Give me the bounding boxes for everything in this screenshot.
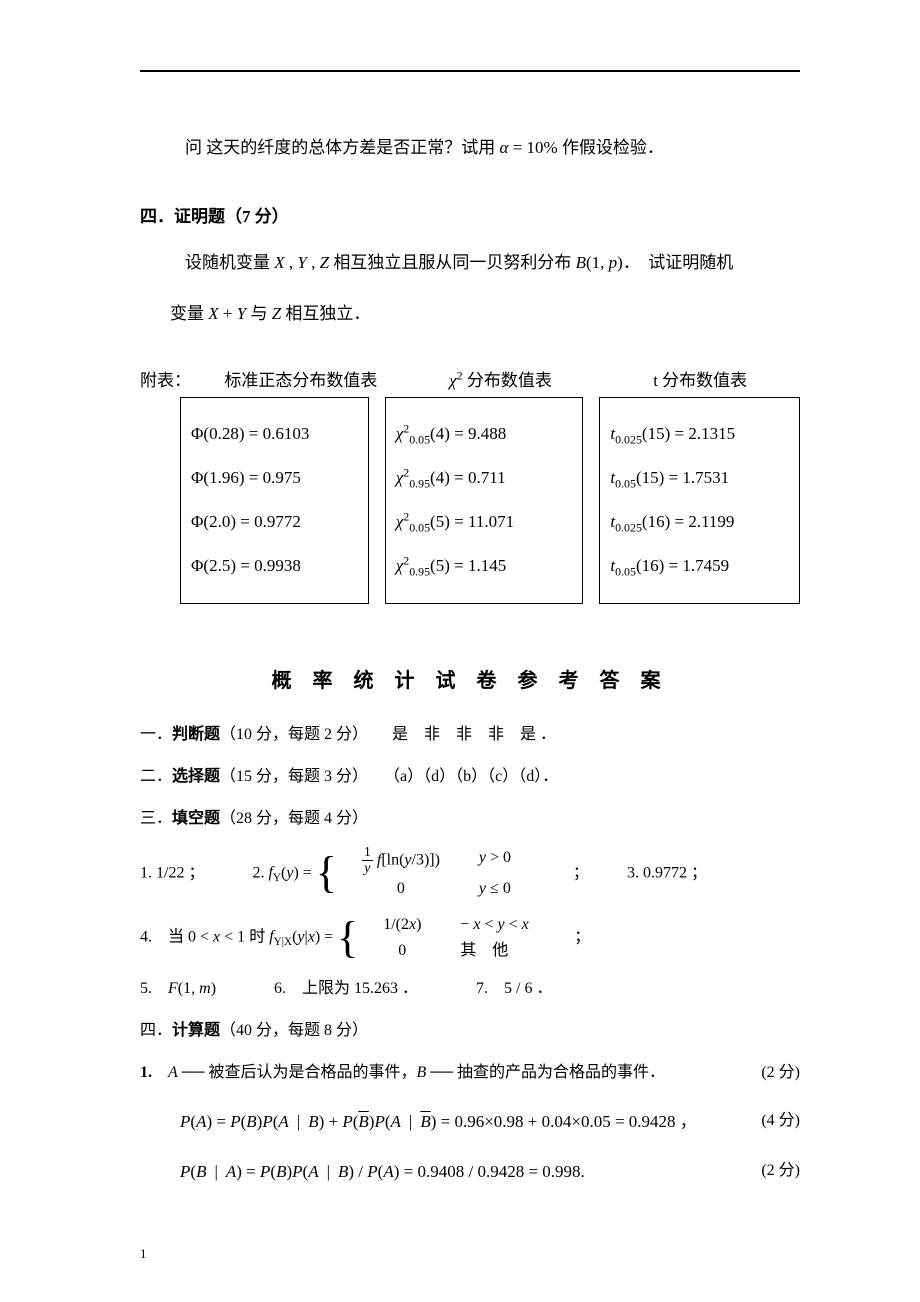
chi2-table: χ20.05(4) = 9.488 χ20.95(4) = 0.711 χ20.… bbox=[385, 397, 584, 604]
fill-4-tail: ； bbox=[574, 928, 590, 945]
section-4-title: 四．证明题（7 分） bbox=[140, 207, 289, 226]
t-row: t0.05(15) = 1.7531 bbox=[610, 456, 789, 500]
answers-judge: 一．判断题（10 分，每题 2 分） 是 非 非 非 是 ． bbox=[140, 719, 800, 751]
col-normal: 标准正态分布数值表 bbox=[191, 366, 401, 391]
section-4-line-2: 变量 X + Y 与 Z 相互独立． bbox=[140, 298, 800, 330]
fill-line-4: 4. 当 0 < x < 1 时 fY|X(y|x) = { 1/(2x) − … bbox=[140, 912, 800, 963]
normal-row: Φ(1.96) = 0.975 bbox=[191, 456, 358, 500]
t-table: t0.025(15) = 2.1315 t0.05(15) = 1.7531 t… bbox=[599, 397, 800, 604]
calc-1-line2: P(A) = P(B)P(A|B) + P(B)P(A|B) = 0.96×0.… bbox=[140, 1106, 800, 1138]
t-row: t0.025(15) = 2.1315 bbox=[610, 412, 789, 456]
fill-1: 1. 1/22 ； bbox=[140, 864, 204, 881]
section-4-heading: 四．证明题（7 分） bbox=[140, 202, 800, 227]
top-rule bbox=[140, 70, 800, 72]
fill-3: 3. 0.9772 ； bbox=[627, 864, 707, 881]
chi2-row: χ20.05(5) = 11.071 bbox=[396, 500, 573, 544]
fill-2-lead: 2. bbox=[252, 864, 268, 881]
chi2-row: χ20.95(5) = 1.145 bbox=[396, 544, 573, 588]
fill-7: 7. 5 / 6 ． bbox=[476, 980, 552, 997]
answers-fill-heading: 三．填空题（28 分，每题 4 分） bbox=[140, 803, 800, 835]
appendix-tables-row: Φ(0.28) = 0.6103 Φ(1.96) = 0.975 Φ(2.0) … bbox=[180, 397, 800, 604]
appendix-lead: 附表： bbox=[140, 366, 191, 391]
fill-line-1-2-3: 1. 1/22 ； 2. fY(y) = { 1y f[ln(y/3)]) y … bbox=[140, 845, 800, 902]
calc-1-score-3: (2 分) bbox=[761, 1156, 800, 1186]
calc-1-line3: P(B|A) = P(B)P(A|B) / P(A) = 0.9408 / 0.… bbox=[140, 1156, 800, 1188]
prev-question-tail: 问 这天的纤度的总体方差是否正常？试用 α = 10% 作假设检验． bbox=[140, 132, 800, 164]
page-number: 1 bbox=[140, 1246, 147, 1262]
normal-row: Φ(2.5) = 0.9938 bbox=[191, 544, 358, 588]
fill-2-piecewise: { 1y f[ln(y/3)]) y > 0 0 y ≤ 0 bbox=[316, 845, 569, 902]
t-row: t0.05(16) = 1.7459 bbox=[610, 544, 789, 588]
normal-row: Φ(2.0) = 0.9772 bbox=[191, 500, 358, 544]
fill-line-5-6-7: 5. F(1, m) 6. 上限为 15.263 ． 7. 5 / 6 ． bbox=[140, 973, 800, 1005]
calc-1-line1: 1. A ── 被查后认为是合格品的事件，B ── 抽查的产品为合格品的事件． … bbox=[140, 1057, 800, 1089]
col-t: t 分布数值表 bbox=[600, 366, 800, 391]
calc-1-score-2: (4 分) bbox=[761, 1106, 800, 1136]
fill-4-piecewise: { 1/(2x) − x < y < x 0 其 他 bbox=[337, 912, 570, 963]
fill-6: 6. 上限为 15.263 ． bbox=[274, 980, 418, 997]
chi2-row: χ20.95(4) = 0.711 bbox=[396, 456, 573, 500]
t-row: t0.025(16) = 2.1199 bbox=[610, 500, 789, 544]
answers-choice: 二．选择题（15 分，每题 3 分） （a）（d）（b）（c）（d）． bbox=[140, 761, 800, 793]
calc-heading: 四．计算题（40 分，每题 8 分） bbox=[140, 1015, 800, 1047]
answers-title: 概 率 统 计 试 卷 参 考 答 案 bbox=[140, 664, 800, 693]
appendix-tables-header: 附表： 标准正态分布数值表 χ2 分布数值表 t 分布数值表 bbox=[140, 366, 800, 391]
fill-2-tail: ； bbox=[573, 864, 589, 881]
normal-row: Φ(0.28) = 0.6103 bbox=[191, 412, 358, 456]
normal-table: Φ(0.28) = 0.6103 Φ(1.96) = 0.975 Φ(2.0) … bbox=[180, 397, 369, 604]
calc-1-score-1: (2 分) bbox=[761, 1057, 800, 1089]
section-4-line-1: 设随机变量 X , Y , Z 相互独立且服从同一贝努利分布 B(1, p)． … bbox=[140, 247, 800, 279]
chi2-row: χ20.05(4) = 9.488 bbox=[396, 412, 573, 456]
